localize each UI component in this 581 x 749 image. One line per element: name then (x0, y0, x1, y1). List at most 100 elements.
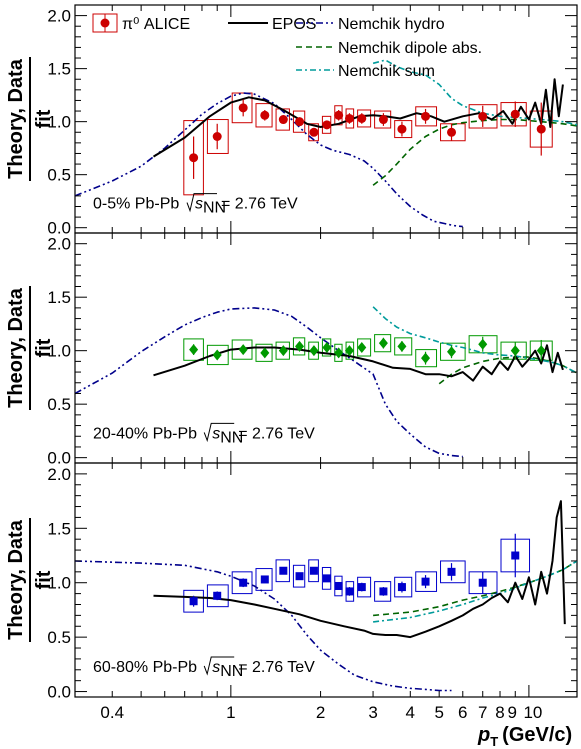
data-point (447, 127, 457, 137)
data-point (309, 345, 319, 357)
data-point (260, 575, 269, 584)
x-tick-label: 8 (495, 703, 504, 722)
hydro-curve (75, 560, 452, 692)
data-point (260, 110, 270, 120)
data-point (278, 115, 288, 125)
x-tick-label: 4 (406, 703, 415, 722)
panel-frame-3 (74, 462, 578, 698)
sum-curve (372, 306, 577, 374)
sys-box (231, 92, 253, 124)
energy-label: = 2.76 TeV (238, 425, 315, 442)
data-point (345, 587, 354, 596)
data-point (278, 345, 288, 357)
sys-box (394, 337, 413, 356)
sys-box (206, 344, 229, 366)
data-point (295, 572, 304, 581)
y-tick-label: 0.0 (47, 219, 71, 238)
data-point (447, 567, 456, 576)
data-point (344, 345, 354, 357)
hydro-curve (75, 307, 463, 458)
data-point (212, 349, 222, 361)
sys-box (415, 349, 438, 368)
data-point (378, 337, 388, 349)
x-tick-label: 6 (458, 703, 467, 722)
data-point (212, 131, 222, 141)
data-point (260, 347, 270, 359)
data-point (189, 597, 198, 606)
y-tick-label: 2.0 (47, 235, 71, 254)
sys-box (275, 559, 290, 583)
data-point (478, 111, 488, 121)
sqrt-nn-label: NN (220, 429, 243, 446)
data-point (322, 341, 332, 353)
sys-box (255, 343, 273, 362)
y-axis-label-2: Theory, Data fit (5, 286, 55, 410)
energy-label: = 2.76 TeV (238, 659, 315, 676)
data-point (295, 117, 305, 127)
sys-box (374, 110, 392, 129)
hydro-curve (75, 92, 463, 228)
sqrt-nn-label: NN (203, 200, 226, 217)
dipole-curve (372, 118, 577, 186)
x-tick-label: 2 (316, 703, 325, 722)
sys-box (440, 560, 466, 584)
y-axis-label-3: Theory, Data fit (5, 518, 55, 642)
y-tick-label: 1.5 (47, 288, 71, 307)
data-point (397, 340, 407, 352)
legend-dipole-label: Nemchik dipole abs. (338, 40, 482, 57)
y-tick-label: 0.5 (47, 166, 71, 185)
sqrt-s-label: s (212, 425, 220, 442)
y-tick-label: 1.0 (47, 113, 71, 132)
x-tick-label: 7 (478, 703, 487, 722)
y-tick-label: 2.0 (47, 7, 71, 26)
sys-box (292, 564, 306, 588)
x-tick-label: 1 (226, 703, 235, 722)
sqrt-nn-label: NN (220, 663, 243, 680)
data-point (478, 338, 488, 350)
panel-series-3 (75, 500, 577, 692)
x-axis-label-unit: (GeV/c) (502, 724, 572, 746)
data-point (357, 113, 367, 123)
data-point (510, 109, 520, 119)
data-point (510, 345, 520, 357)
data-point (309, 127, 319, 137)
sys-box (231, 571, 253, 595)
data-point (322, 574, 331, 583)
data-point (334, 110, 344, 120)
data-point (478, 578, 487, 587)
sys-box (394, 576, 413, 598)
x-tick-label: 3 (368, 703, 377, 722)
data-point (213, 591, 222, 600)
legend-sum-label: Nemchik sum (338, 63, 435, 80)
sys-box (292, 337, 306, 356)
data-point (447, 346, 457, 358)
data-point (238, 103, 248, 113)
data-point (379, 587, 388, 596)
y-axis-label-1: Theory, Data fit (5, 57, 55, 181)
y-axis-label-line2: fit (33, 570, 55, 589)
data-point (397, 583, 406, 592)
sys-box (255, 103, 273, 128)
sys-box (415, 571, 438, 592)
sys-box (374, 334, 392, 353)
legend-epos-label: EPOS (272, 16, 316, 33)
data-point (279, 566, 288, 575)
y-axis-label-line1: Theory, Data (5, 519, 27, 640)
y-axis-label-line1: Theory, Data (5, 58, 27, 179)
panel-frames (74, 4, 578, 698)
data-point (357, 341, 367, 353)
data-point (421, 352, 431, 364)
sys-box (415, 106, 438, 127)
sys-box (206, 119, 229, 154)
y-tick-label: 1.0 (47, 574, 71, 593)
data-point (344, 113, 354, 123)
legend: π⁰ ALICE EPOS Nemchik hydro Nemchik dipole … (92, 13, 482, 80)
data-point (357, 583, 366, 592)
epos-curve (153, 500, 566, 639)
data-point (511, 551, 520, 560)
epos-curve (153, 344, 564, 382)
data-point (421, 111, 431, 121)
sqrt-symbol (203, 422, 235, 443)
